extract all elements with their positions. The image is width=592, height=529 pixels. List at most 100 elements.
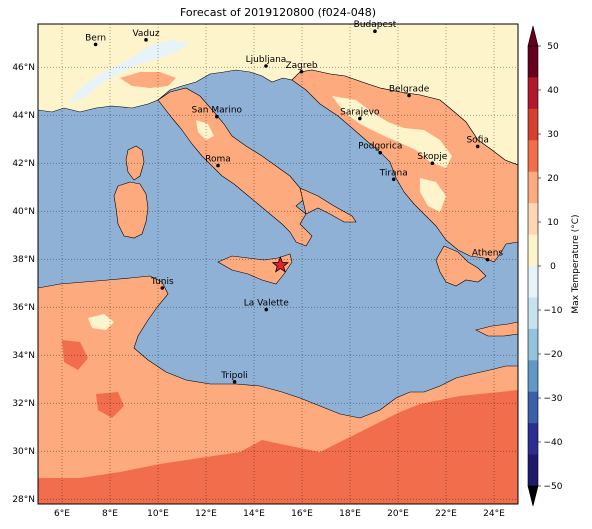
city-dot bbox=[299, 69, 304, 74]
longitude-tick-labels: 6°E 8°E 10°E 12°E 14°E 16°E 18°E 20°E 22°E 24°E bbox=[54, 509, 505, 519]
colorbar-label: Max Temperature (°C) bbox=[571, 214, 581, 313]
city-label: La Valette bbox=[244, 299, 289, 309]
colorbar-tick-label: 20 bbox=[547, 174, 559, 184]
city-label: Tripoli bbox=[220, 371, 248, 381]
city-label: Budapest bbox=[354, 20, 397, 30]
city-label: Skopje bbox=[417, 152, 447, 162]
land-po-valley bbox=[120, 72, 176, 88]
latitude-tick-labels: 28°N 30°N 32°N 34°N 36°N 38°N 40°N 42°N 44°N 46°N bbox=[12, 63, 35, 505]
latitude-tick-label: 34°N bbox=[12, 351, 35, 361]
city-dot bbox=[391, 177, 396, 182]
colorbar-tick-label: 0 bbox=[550, 262, 556, 272]
colorbar-tick-label: 30 bbox=[547, 130, 559, 140]
latitude-tick-label: 38°N bbox=[12, 255, 35, 265]
city-label: Belgrade bbox=[389, 85, 430, 95]
colorbar-segment bbox=[528, 77, 538, 110]
colorbar-tick-label: 10 bbox=[547, 218, 559, 228]
graticule bbox=[38, 24, 518, 504]
city-label: Athens bbox=[472, 249, 503, 259]
latitude-tick-label: 30°N bbox=[12, 447, 35, 457]
colorbar-extend-max bbox=[527, 25, 539, 47]
land-apennine-mild bbox=[196, 120, 214, 140]
colorbar: 50 40 30 20 10 0 −10 −20 −30 −40 −50 bbox=[527, 25, 563, 507]
colorbar-segment bbox=[528, 203, 538, 236]
city-dot bbox=[144, 38, 148, 42]
city-dot bbox=[485, 257, 490, 262]
city-dot bbox=[264, 307, 269, 312]
land-africa-hot-east bbox=[440, 406, 518, 440]
city-label: Tirana bbox=[379, 168, 408, 178]
longitude-tick-label: 22°E bbox=[435, 509, 457, 519]
land-greece bbox=[435, 245, 487, 287]
city-dot bbox=[378, 150, 383, 155]
land-balkans-mild bbox=[332, 96, 452, 168]
latitude-tick-label: 44°N bbox=[12, 111, 35, 121]
forecast-location-star-icon bbox=[271, 256, 290, 273]
longitude-tick-label: 18°E bbox=[339, 509, 361, 519]
land-sardinia bbox=[113, 181, 149, 239]
city-dot bbox=[373, 29, 377, 33]
city-dot bbox=[160, 286, 165, 290]
colorbar-segment bbox=[528, 46, 538, 78]
latitude-tick-label: 40°N bbox=[12, 207, 35, 217]
city-dot bbox=[215, 114, 219, 119]
colorbar-tick-label: −40 bbox=[544, 438, 563, 448]
city-label: Sofia bbox=[466, 135, 488, 145]
colorbar-tick-label: −30 bbox=[544, 394, 563, 404]
city-dot bbox=[407, 93, 411, 98]
colorbar-tick-label: 50 bbox=[547, 42, 559, 52]
city-dot bbox=[475, 144, 480, 149]
colorbar-extend-min bbox=[527, 485, 539, 507]
latitude-tick-label: 28°N bbox=[12, 495, 35, 505]
city-label: Podgorica bbox=[358, 142, 402, 152]
city-label: Sarajevo bbox=[340, 108, 380, 118]
land-crete bbox=[475, 321, 518, 337]
city-dot bbox=[93, 42, 98, 47]
colorbar-segment bbox=[528, 266, 538, 298]
colorbar-segment bbox=[528, 234, 538, 267]
city-label: Zagreb bbox=[285, 61, 317, 71]
colorbar-tick-label: 40 bbox=[547, 86, 559, 96]
longitude-tick-label: 14°E bbox=[243, 509, 265, 519]
latitude-tick-label: 42°N bbox=[12, 159, 35, 169]
colorbar-segment bbox=[528, 297, 538, 330]
colorbar-segment bbox=[528, 391, 538, 424]
colorbar-tick-label: −20 bbox=[544, 350, 563, 360]
land-sicily bbox=[217, 253, 293, 285]
city-dot bbox=[216, 163, 220, 168]
land-africa-hot-south bbox=[38, 390, 518, 504]
city-dot bbox=[430, 161, 435, 165]
city-dot bbox=[358, 116, 362, 121]
map-title: Forecast of 2019120800 (f024-048) bbox=[179, 6, 377, 19]
latitude-tick-label: 46°N bbox=[12, 63, 35, 73]
colorbar-segment bbox=[528, 328, 538, 361]
longitude-tick-label: 24°E bbox=[483, 509, 505, 519]
city-dot bbox=[264, 64, 268, 68]
longitude-tick-label: 10°E bbox=[147, 509, 169, 519]
colorbar-segment bbox=[528, 108, 538, 141]
map-frame bbox=[37, 23, 519, 505]
city-label: Roma bbox=[205, 155, 231, 165]
colorbar-segment bbox=[528, 423, 538, 456]
colorbar-segment bbox=[528, 360, 538, 393]
land-alps-cool bbox=[68, 40, 190, 104]
land-balkans-mild-south bbox=[420, 178, 446, 212]
colorbar-tick-label: −10 bbox=[544, 306, 563, 316]
colorbar-segment bbox=[528, 454, 538, 487]
longitude-tick-label: 20°E bbox=[387, 509, 409, 519]
colorbar-segment bbox=[528, 171, 538, 204]
land-tunisia-mild bbox=[88, 314, 114, 330]
city-label: Vaduz bbox=[132, 29, 159, 39]
latitude-tick-label: 32°N bbox=[12, 399, 35, 409]
land-italy bbox=[157, 87, 313, 247]
longitude-tick-label: 16°E bbox=[291, 509, 313, 519]
city-label: San Marino bbox=[192, 106, 243, 116]
city-dot bbox=[232, 380, 237, 384]
city-label: Bern bbox=[85, 33, 106, 43]
longitude-tick-label: 12°E bbox=[195, 509, 217, 519]
longitude-tick-label: 8°E bbox=[102, 509, 118, 519]
longitude-tick-label: 6°E bbox=[54, 509, 70, 519]
city-label: Tunis bbox=[150, 277, 174, 287]
